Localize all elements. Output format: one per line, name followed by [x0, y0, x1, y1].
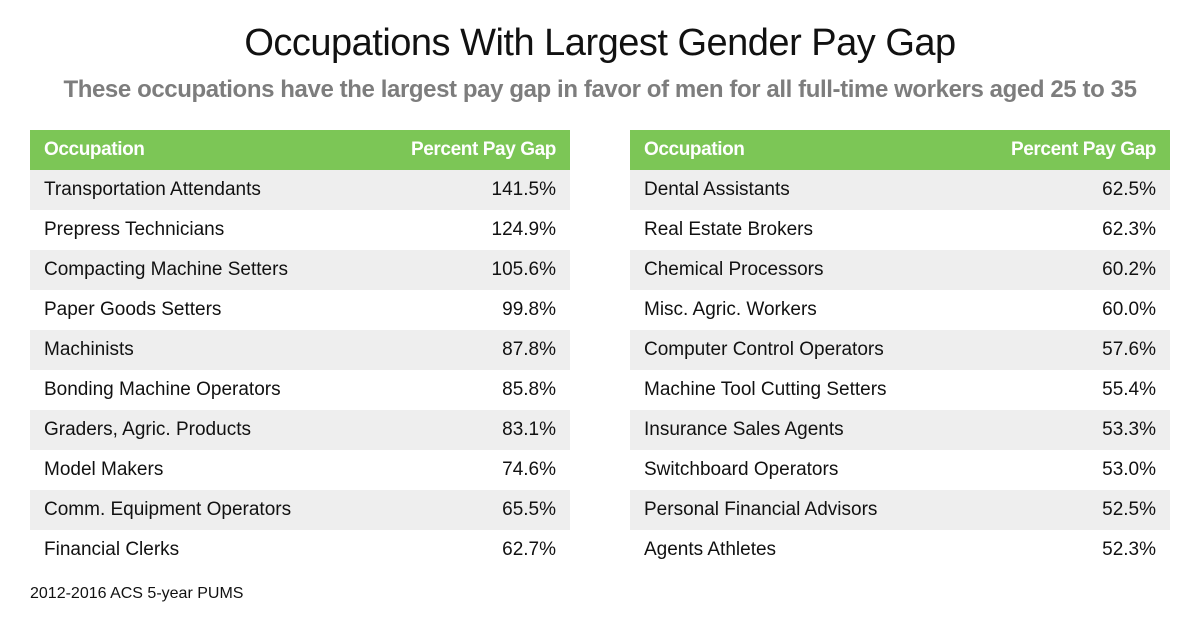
pay-gap-cell: 53.0%: [1102, 459, 1156, 480]
pay-gap-cell: 83.1%: [502, 419, 556, 440]
pay-gap-cell: 65.5%: [502, 499, 556, 520]
occupation-cell: Paper Goods Setters: [44, 299, 222, 320]
pay-gap-cell: 74.6%: [502, 459, 556, 480]
occupation-cell: Prepress Technicians: [44, 219, 225, 240]
table-row: Computer Control Operators 57.6%: [630, 330, 1170, 370]
occupation-cell: Chemical Processors: [644, 259, 824, 280]
table-row: Model Makers 74.6%: [30, 450, 570, 490]
occupation-cell: Machinists: [44, 339, 134, 360]
source-note: 2012-2016 ACS 5-year PUMS: [30, 585, 244, 602]
occupation-cell: Dental Assistants: [644, 179, 790, 200]
occupation-cell: Real Estate Brokers: [644, 219, 813, 240]
table-header: Occupation Percent Pay Gap: [30, 130, 570, 170]
occupation-cell: Switchboard Operators: [644, 459, 839, 480]
table-row: Chemical Processors 60.2%: [630, 250, 1170, 290]
table-body: Transportation Attendants 141.5% Prepress …: [30, 170, 570, 570]
occupation-cell: Computer Control Operators: [644, 339, 884, 360]
table-row: Comm. Equipment Operators 65.5%: [30, 490, 570, 530]
pay-gap-cell: 55.4%: [1102, 379, 1156, 400]
pay-gap-cell: 105.6%: [491, 259, 556, 280]
pay-gap-cell: 62.5%: [1102, 179, 1156, 200]
table-row: Prepress Technicians 124.9%: [30, 210, 570, 250]
pay-gap-cell: 57.6%: [1102, 339, 1156, 360]
page-title: Occupations With Largest Gender Pay Gap: [244, 22, 956, 64]
pay-gap-cell: 99.8%: [502, 299, 556, 320]
pay-gap-cell: 85.8%: [502, 379, 556, 400]
occupation-cell: Insurance Sales Agents: [644, 419, 844, 440]
occupation-cell: Compacting Machine Setters: [44, 259, 288, 280]
occupation-cell: Graders, Agric. Products: [44, 419, 251, 440]
occupation-cell: Machine Tool Cutting Setters: [644, 379, 887, 400]
table-row: Transportation Attendants 141.5%: [30, 170, 570, 210]
pay-gap-cell: 52.3%: [1102, 539, 1156, 560]
page-subtitle: These occupations have the largest pay g…: [63, 76, 1137, 103]
pay-gap-cell: 52.5%: [1102, 499, 1156, 520]
table-row: Switchboard Operators 53.0%: [630, 450, 1170, 490]
header-percent-pay-gap: Percent Pay Gap: [1010, 139, 1156, 160]
table-row: Misc. Agric. Workers 60.0%: [630, 290, 1170, 330]
occupation-cell: Financial Clerks: [44, 539, 180, 560]
occupation-cell: Personal Financial Advisors: [644, 499, 878, 520]
header-percent-pay-gap: Percent Pay Gap: [410, 139, 556, 160]
pay-gap-cell: 87.8%: [502, 339, 556, 360]
table-row: Dental Assistants 62.5%: [630, 170, 1170, 210]
table-right: Occupation Percent Pay Gap Dental Assist…: [630, 130, 1170, 570]
pay-gap-cell: 60.2%: [1102, 259, 1156, 280]
table-row: Machine Tool Cutting Setters 55.4%: [630, 370, 1170, 410]
table-row: Bonding Machine Operators 85.8%: [30, 370, 570, 410]
table-row: Agents Athletes 52.3%: [630, 530, 1170, 570]
table-row: Paper Goods Setters 99.8%: [30, 290, 570, 330]
table-left: Occupation Percent Pay Gap Transportatio…: [30, 130, 570, 570]
header-occupation: Occupation: [644, 139, 745, 160]
table-header: Occupation Percent Pay Gap: [630, 130, 1170, 170]
occupation-cell: Comm. Equipment Operators: [44, 499, 292, 520]
table-row: Real Estate Brokers 62.3%: [630, 210, 1170, 250]
occupation-cell: Model Makers: [44, 459, 164, 480]
table-row: Machinists 87.8%: [30, 330, 570, 370]
table-row: Financial Clerks 62.7%: [30, 530, 570, 570]
occupation-cell: Transportation Attendants: [44, 179, 261, 200]
table-row: Insurance Sales Agents 53.3%: [630, 410, 1170, 450]
occupation-cell: Misc. Agric. Workers: [644, 299, 817, 320]
table-row: Graders, Agric. Products 83.1%: [30, 410, 570, 450]
occupation-cell: Agents Athletes: [644, 539, 777, 560]
table-row: Compacting Machine Setters 105.6%: [30, 250, 570, 290]
pay-gap-cell: 53.3%: [1102, 419, 1156, 440]
pay-gap-cell: 62.3%: [1102, 219, 1156, 240]
table-row: Personal Financial Advisors 52.5%: [630, 490, 1170, 530]
pay-gap-cell: 62.7%: [502, 539, 556, 560]
pay-gap-cell: 141.5%: [491, 179, 556, 200]
pay-gap-cell: 124.9%: [491, 219, 556, 240]
table-body: Dental Assistants 62.5% Real Estate Broker…: [630, 170, 1170, 570]
header-occupation: Occupation: [44, 139, 145, 160]
pay-gap-cell: 60.0%: [1102, 299, 1156, 320]
occupation-cell: Bonding Machine Operators: [44, 379, 281, 400]
